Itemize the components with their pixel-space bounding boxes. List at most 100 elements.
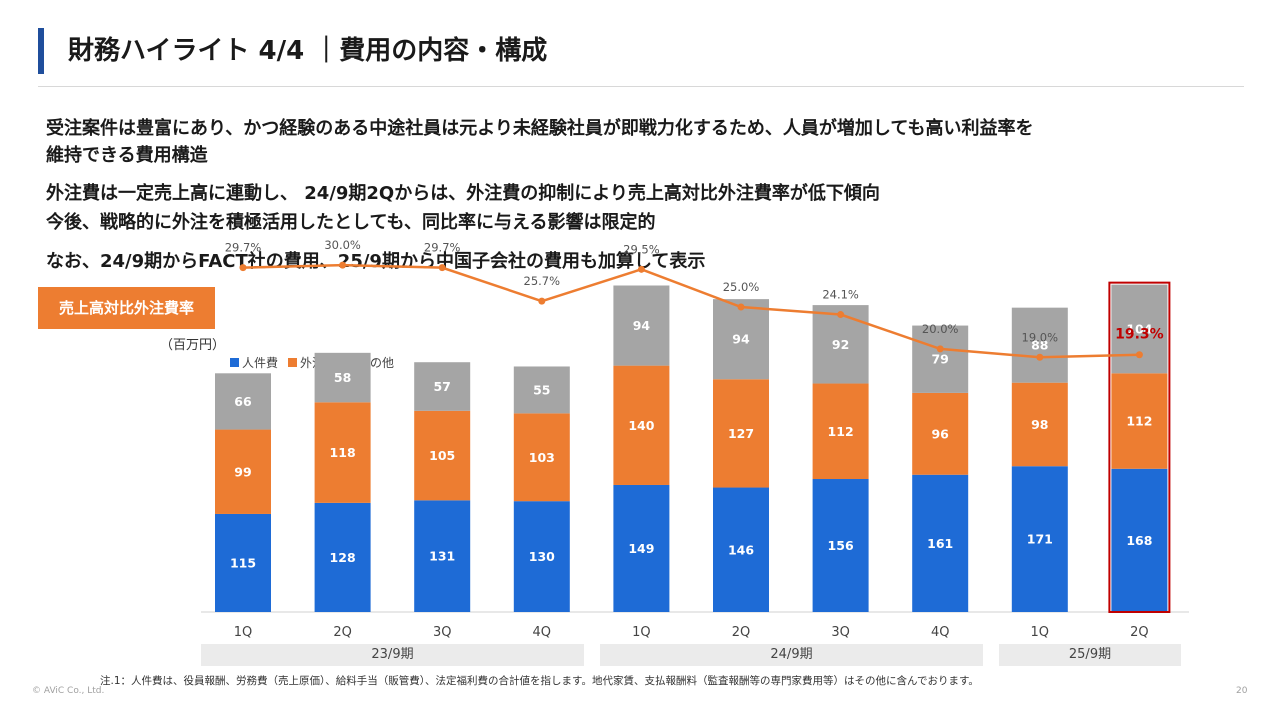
outsourcing-rate-label: 売上高対比外注費率 xyxy=(38,287,215,329)
bar-personnel-2 xyxy=(414,500,471,612)
bar-label-other-0: 66 xyxy=(234,394,252,409)
rate-label-2: 29.7% xyxy=(424,241,461,255)
x-tick-6: 3Q xyxy=(831,625,850,640)
bar-label-outsourcing-5: 127 xyxy=(728,426,754,441)
rate-point-0 xyxy=(239,264,247,272)
rate-point-7 xyxy=(936,345,944,353)
fiscal-year-24: 24/9期 xyxy=(600,644,983,666)
x-tick-8: 1Q xyxy=(1031,625,1050,640)
x-tick-9: 2Q xyxy=(1130,625,1149,640)
bar-personnel-3 xyxy=(513,501,570,612)
bar-label-outsourcing-1: 118 xyxy=(330,445,356,460)
bar-personnel-4 xyxy=(613,484,670,612)
legend-swatch-personnel xyxy=(230,358,239,367)
rate-point-5 xyxy=(737,303,745,311)
bar-label-other-8: 88 xyxy=(1031,338,1048,353)
bar-label-personnel-4: 149 xyxy=(628,541,654,556)
rate-label-1: 30.0% xyxy=(324,238,361,252)
rate-label-6: 24.1% xyxy=(822,288,859,302)
rate-point-2 xyxy=(438,264,446,272)
bar-other-2 xyxy=(414,362,471,411)
rate-point-1 xyxy=(339,261,347,269)
bar-label-personnel-0: 115 xyxy=(230,555,256,570)
rate-line xyxy=(242,263,1140,359)
bar-label-other-7: 79 xyxy=(931,352,948,367)
legend-text-personnel: 人件費 xyxy=(242,356,279,370)
rate-label-5: 25.0% xyxy=(723,280,760,294)
bar-outsourcing-0 xyxy=(215,429,271,514)
bar-label-personnel-8: 171 xyxy=(1027,532,1053,547)
x-tick-0: 1Q xyxy=(234,625,253,640)
legend-item-personnel: 人件費 xyxy=(230,354,278,371)
bar-other-7 xyxy=(912,325,969,393)
copyright: © AViC Co., Ltd. xyxy=(32,686,105,696)
bar-label-outsourcing-8: 98 xyxy=(1031,417,1048,432)
bar-label-personnel-9: 168 xyxy=(1126,533,1152,548)
bar-outsourcing-3 xyxy=(513,413,570,502)
highlight-box xyxy=(1108,281,1171,613)
bar-personnel-6 xyxy=(812,479,869,612)
bar-other-3 xyxy=(513,366,570,414)
rate-label-9: 19.3% xyxy=(1115,327,1164,343)
bar-outsourcing-7 xyxy=(912,392,969,475)
bar-label-other-1: 58 xyxy=(334,370,351,385)
bar-outsourcing-9 xyxy=(1111,373,1168,469)
fiscal-year-23: 23/9期 xyxy=(201,644,584,666)
bar-label-outsourcing-9: 112 xyxy=(1126,414,1152,429)
rate-point-9 xyxy=(1135,351,1143,359)
bar-other-9 xyxy=(1111,284,1168,374)
bar-label-outsourcing-4: 140 xyxy=(628,418,654,433)
rate-point-3 xyxy=(538,297,546,305)
bar-label-other-6: 92 xyxy=(832,337,849,352)
bar-label-outsourcing-2: 105 xyxy=(429,448,455,463)
bar-other-0 xyxy=(215,373,271,430)
bar-label-personnel-1: 128 xyxy=(330,550,356,565)
footnote: 注.1：人件費は、役員報酬、労務費（売上原価）、給料手当（販管費）、法定福利費の… xyxy=(100,675,979,687)
x-tick-2: 3Q xyxy=(433,625,452,640)
bar-other-8 xyxy=(1011,307,1068,383)
bar-label-personnel-6: 156 xyxy=(828,538,854,553)
bar-outsourcing-4 xyxy=(613,365,670,485)
bar-label-outsourcing-6: 112 xyxy=(828,424,854,439)
body-line-4: 今後、戦略的に外注を積極活用したとしても、同比率に与える影響は限定的 xyxy=(46,212,656,233)
rate-label-0: 29.7% xyxy=(225,241,262,255)
title-accent-bar xyxy=(38,28,44,74)
bar-label-other-2: 57 xyxy=(433,379,450,394)
x-tick-7: 4Q xyxy=(931,625,950,640)
x-tick-3: 4Q xyxy=(533,625,552,640)
x-tick-4: 1Q xyxy=(632,625,651,640)
rate-point-6 xyxy=(837,311,845,319)
bar-label-other-5: 94 xyxy=(732,332,750,347)
unit-label: （百万円） xyxy=(160,338,226,353)
bar-label-outsourcing-0: 99 xyxy=(234,464,251,479)
bar-other-1 xyxy=(314,352,371,403)
bar-personnel-7 xyxy=(912,474,969,612)
rate-point-8 xyxy=(1036,353,1044,361)
rate-point-4 xyxy=(637,265,645,273)
bar-personnel-0 xyxy=(215,513,271,612)
bar-label-other-9: 104 xyxy=(1126,321,1152,336)
bar-other-6 xyxy=(812,305,869,384)
rate-label-7: 20.0% xyxy=(922,322,959,336)
bar-other-5 xyxy=(713,299,769,380)
bar-other-4 xyxy=(613,285,670,366)
bar-outsourcing-6 xyxy=(812,383,869,480)
bar-label-personnel-5: 146 xyxy=(728,542,754,557)
bar-personnel-8 xyxy=(1011,466,1068,612)
bar-outsourcing-2 xyxy=(414,410,471,501)
bar-label-other-3: 55 xyxy=(533,382,550,397)
x-tick-1: 2Q xyxy=(333,625,352,640)
legend-swatch-outsourcing xyxy=(288,358,298,367)
bar-label-personnel-3: 130 xyxy=(529,549,555,564)
bar-outsourcing-5 xyxy=(713,379,769,488)
bar-outsourcing-1 xyxy=(314,402,371,503)
body-line-2: 維持できる費用構造 xyxy=(46,145,208,166)
body-line-1: 受注案件は豊富にあり、かつ経験のある中途社員は元より未経験社員が即戦力化するため… xyxy=(46,118,1034,139)
page-title: 財務ハイライト 4/4 ｜費用の内容・構成 xyxy=(68,36,548,66)
title-divider xyxy=(38,86,1244,87)
bar-personnel-1 xyxy=(314,502,371,612)
fiscal-year-25: 25/9期 xyxy=(999,644,1181,666)
bar-label-personnel-7: 161 xyxy=(927,536,953,551)
bar-outsourcing-8 xyxy=(1011,382,1068,467)
bar-personnel-5 xyxy=(713,487,769,612)
